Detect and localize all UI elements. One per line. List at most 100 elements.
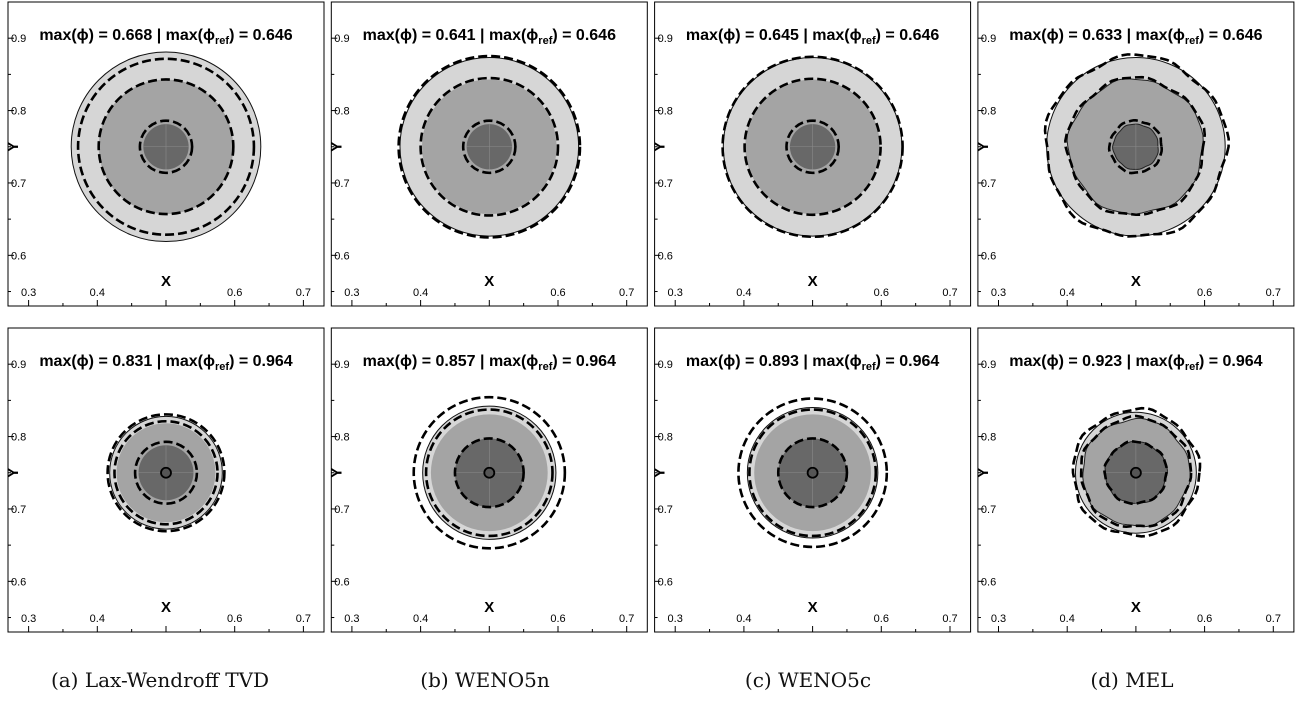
max-phi-ref-value: 0.646: [899, 27, 939, 44]
y-tick-label: 0.6: [658, 250, 673, 262]
reference-contour-2: [419, 76, 560, 217]
x-tick-label: 0.7: [942, 613, 957, 625]
x-tick-label: 0.7: [296, 613, 311, 625]
reference-contour-2: [97, 78, 235, 216]
y-tick-label: 0.9: [658, 359, 673, 371]
panel-r2c1: max(ϕ) = 0.831 | max(ϕref) = 0.964 0.6 0.7…: [5, 327, 325, 633]
caption-d-label: MEL: [1125, 668, 1174, 692]
y-tick-label: 0.7: [334, 178, 349, 190]
y-tick-label: 0.6: [334, 250, 349, 262]
x-tick-label: 0.6: [227, 287, 242, 299]
y-tick-label: 0.8: [658, 432, 673, 444]
caption-d: (d) MEL: [982, 668, 1282, 692]
x-tick-label: 0.7: [942, 287, 957, 299]
max-phi-value: 0.831: [112, 353, 152, 370]
panel-r2c4: max(ϕ) = 0.923 | max(ϕref) = 0.964 0.6 0.7…: [975, 327, 1295, 633]
x-tick-label: 0.4: [736, 613, 751, 625]
reference-contour-3: [776, 437, 849, 509]
panel-title: max(ϕ) = 0.641 | max(ϕref) = 0.646: [363, 27, 616, 47]
x-tick-label: 0.3: [991, 287, 1006, 299]
max-phi-ref-value: 0.646: [576, 27, 616, 44]
y-tick-label: 0.9: [334, 33, 349, 45]
x-tick-label: 0.6: [550, 287, 565, 299]
x-tick-label: 0.6: [874, 613, 889, 625]
reference-contour-1: [1071, 406, 1202, 538]
panel-r2c3: max(ϕ) = 0.893 | max(ϕref) = 0.964 0.6 0.7…: [652, 327, 972, 633]
y-tick-label: 0.8: [334, 432, 349, 444]
panel-r1c4: max(ϕ) = 0.633 | max(ϕref) = 0.646 0.6 0.7…: [975, 1, 1295, 307]
x-axis-label: X: [161, 599, 171, 616]
caption-b: (b) WENO5n: [335, 668, 635, 692]
y-tick-label: 0.6: [981, 576, 996, 588]
y-tick-label: 0.9: [334, 359, 349, 371]
max-phi-value: 0.893: [759, 353, 799, 370]
caption-a: (a) Lax-Wendroff TVD: [10, 668, 310, 692]
max-phi-value: 0.633: [1082, 27, 1122, 44]
peak-contour: [1130, 466, 1142, 479]
x-tick-label: 0.6: [550, 613, 565, 625]
y-axis-label: Y: [328, 468, 345, 478]
panel-title: max(ϕ) = 0.893 | max(ϕref) = 0.964: [686, 353, 939, 373]
reference-contour-3: [1102, 440, 1169, 506]
max-phi-ref-value: 0.964: [253, 353, 293, 370]
y-tick-label: 0.6: [658, 576, 673, 588]
reference-contour-1: [76, 57, 256, 236]
x-axis-label: X: [484, 599, 494, 616]
x-tick-label: 0.4: [90, 287, 105, 299]
peak-contour: [806, 466, 819, 479]
reference-contour-3: [453, 437, 525, 509]
panel-title: max(ϕ) = 0.923 | max(ϕref) = 0.964: [1009, 353, 1262, 373]
y-tick-label: 0.9: [981, 33, 996, 45]
y-axis-label: Y: [5, 142, 22, 152]
x-axis-label: X: [484, 273, 494, 290]
x-tick-label: 0.6: [1197, 287, 1212, 299]
y-tick-label: 0.6: [334, 576, 349, 588]
x-tick-label: 0.6: [874, 287, 889, 299]
y-tick-label: 0.8: [981, 432, 996, 444]
reference-contour-3: [138, 119, 194, 175]
reference-contour-2: [1079, 414, 1193, 528]
max-phi-value: 0.641: [436, 27, 476, 44]
y-axis-label: Y: [975, 468, 992, 478]
x-tick-label: 0.7: [296, 287, 311, 299]
max-phi-ref-value: 0.646: [253, 27, 293, 44]
x-tick-label: 0.4: [736, 287, 751, 299]
max-phi-value: 0.668: [112, 27, 152, 44]
reference-contour-3: [785, 119, 841, 175]
y-tick-label: 0.8: [11, 432, 26, 444]
reference-contour-3: [133, 440, 199, 505]
reference-contour-1: [1043, 53, 1230, 238]
caption-c: (c) WENO5c: [658, 668, 958, 692]
x-tick-label: 0.3: [668, 287, 683, 299]
reference-contour-2: [743, 77, 882, 217]
max-phi-ref-value: 0.646: [1223, 27, 1263, 44]
y-axis-label: Y: [975, 142, 992, 152]
panel-title: max(ϕ) = 0.668 | max(ϕref) = 0.646: [39, 27, 292, 47]
reference-contour-1: [397, 54, 582, 239]
caption-b-label: WENO5n: [455, 668, 550, 692]
y-tick-label: 0.6: [981, 250, 996, 262]
x-axis-label: X: [1131, 273, 1141, 290]
panel-frame: [977, 327, 1295, 633]
x-axis-label: X: [161, 273, 171, 290]
y-tick-label: 0.7: [981, 504, 996, 516]
x-tick-label: 0.4: [1060, 287, 1075, 299]
x-tick-label: 0.4: [413, 613, 428, 625]
reference-contour-2: [1064, 75, 1207, 217]
peak-contour: [160, 466, 172, 479]
y-axis-label: Y: [328, 142, 345, 152]
panel-title: max(ϕ) = 0.645 | max(ϕref) = 0.646: [686, 27, 939, 47]
y-tick-label: 0.9: [981, 359, 996, 371]
x-tick-label: 0.6: [227, 613, 242, 625]
y-tick-label: 0.8: [334, 106, 349, 118]
x-tick-label: 0.7: [1266, 613, 1281, 625]
y-tick-label: 0.8: [11, 106, 26, 118]
max-phi-ref-value: 0.964: [576, 353, 616, 370]
y-tick-label: 0.7: [334, 504, 349, 516]
y-tick-label: 0.7: [658, 504, 673, 516]
y-tick-label: 0.8: [981, 106, 996, 118]
x-axis-label: X: [1131, 599, 1141, 616]
panel-title: max(ϕ) = 0.633 | max(ϕref) = 0.646: [1009, 27, 1262, 47]
x-tick-label: 0.4: [90, 613, 105, 625]
